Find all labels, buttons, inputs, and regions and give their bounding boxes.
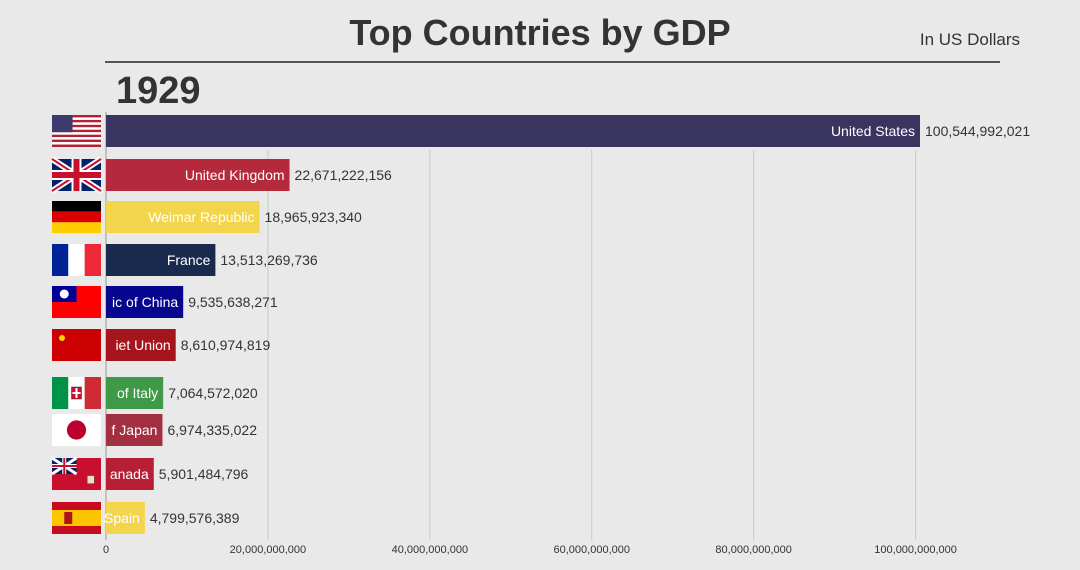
uk-flag (50, 156, 103, 194)
bar-label: Spain (104, 510, 140, 526)
value-label: 22,671,222,156 (295, 167, 393, 183)
value-label: 13,513,269,736 (220, 252, 318, 268)
ussr-flag (52, 329, 101, 361)
value-label: 7,064,572,020 (168, 385, 258, 401)
x-tick-label: 100,000,000,000 (874, 544, 957, 556)
value-label: 9,535,638,271 (188, 294, 278, 310)
bar-label: iet Union (115, 337, 170, 353)
bar (106, 458, 154, 490)
bar-label: anada (110, 466, 149, 482)
x-axis-ticks: 0 20,000,000,000 40,000,000,000 60,000,000,… (103, 544, 957, 556)
bar-label: United States (831, 123, 915, 139)
germany-flag (52, 201, 101, 233)
bar (106, 502, 145, 534)
bar-label: f Japan (112, 422, 158, 438)
canada-flag (51, 456, 101, 490)
bar-label: France (167, 252, 211, 268)
bar (106, 377, 164, 409)
roc-flag (52, 286, 101, 318)
bar (106, 201, 260, 233)
bar (106, 414, 163, 446)
bars-group: United States 100,544,992,021 United Kingd… (50, 115, 1030, 534)
spain-flag (52, 502, 101, 534)
bar (106, 286, 184, 318)
value-label: 18,965,923,340 (265, 209, 363, 225)
japan-flag (52, 414, 101, 446)
bar-label: ic of China (112, 294, 178, 310)
chart-title: Top Countries by GDP (349, 12, 730, 53)
x-tick-label: 0 (103, 544, 109, 556)
usa-flag (52, 115, 101, 147)
x-tick-label: 20,000,000,000 (230, 544, 306, 556)
value-label: 100,544,992,021 (925, 123, 1030, 139)
year-label: 1929 (116, 70, 201, 112)
bar (106, 244, 216, 276)
chart-subtitle: In US Dollars (920, 30, 1020, 49)
x-tick-label: 40,000,000,000 (392, 544, 468, 556)
value-label: 8,610,974,819 (181, 337, 271, 353)
bar (106, 329, 176, 361)
bar (106, 159, 290, 191)
italy-flag (52, 377, 101, 409)
bar-label: Weimar Republic (148, 209, 254, 225)
france-flag (52, 244, 101, 276)
bar-label: United Kingdom (185, 167, 285, 183)
x-tick-label: 80,000,000,000 (715, 544, 791, 556)
value-label: 4,799,576,389 (150, 510, 240, 526)
x-tick-label: 60,000,000,000 (554, 544, 630, 556)
bar-label: of Italy (117, 385, 158, 401)
bar (106, 115, 920, 147)
value-label: 6,974,335,022 (167, 422, 257, 438)
value-label: 5,901,484,796 (159, 466, 249, 482)
